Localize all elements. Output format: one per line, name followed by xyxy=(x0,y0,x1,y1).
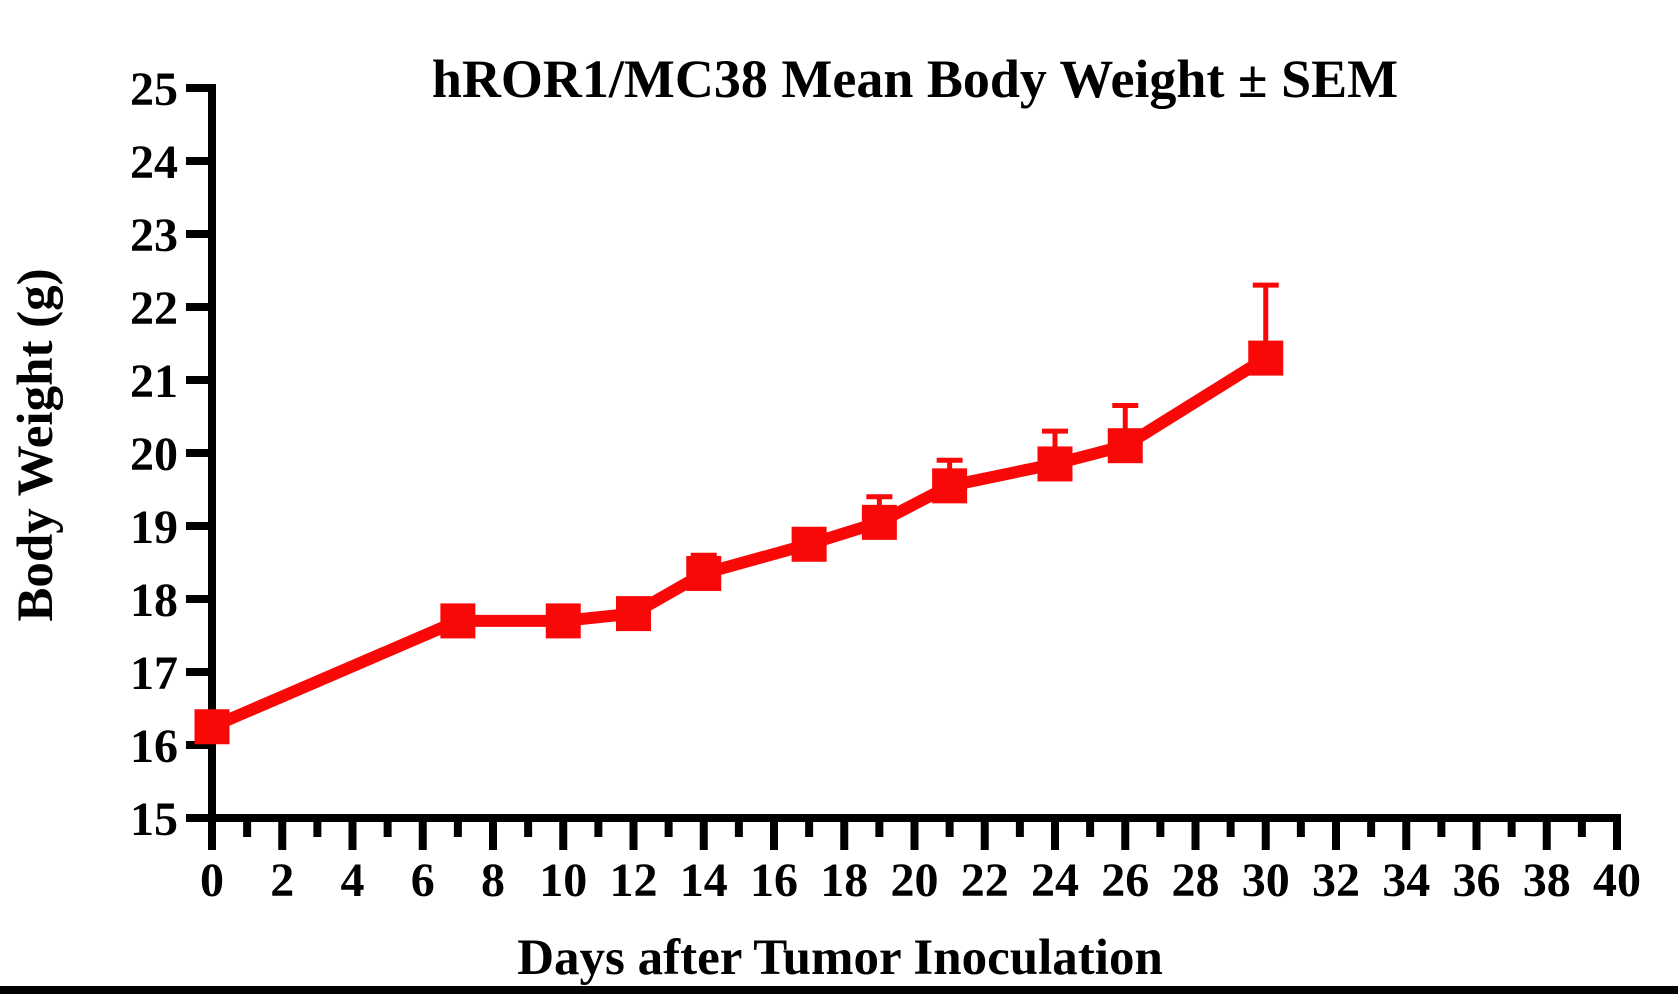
x-tick-label: 30 xyxy=(1242,854,1290,907)
data-point-marker xyxy=(616,596,651,632)
data-point-marker xyxy=(1248,340,1284,376)
y-tick-label: 23 xyxy=(130,209,178,262)
series-layer xyxy=(194,282,1284,745)
y-tick-label: 17 xyxy=(130,647,178,700)
data-point-marker xyxy=(545,603,581,639)
x-axis-title: Days after Tumor Inoculation xyxy=(517,930,1163,986)
bottom-bar xyxy=(0,986,1678,994)
x-tick-label: 0 xyxy=(200,854,224,907)
x-tick-label: 10 xyxy=(539,854,587,907)
x-tick-label: 20 xyxy=(891,854,939,907)
y-tick-label: 25 xyxy=(130,63,178,116)
data-point-marker xyxy=(932,468,968,504)
x-tick-label: 24 xyxy=(1031,854,1079,907)
data-point-marker xyxy=(861,504,897,540)
x-tick-label: 26 xyxy=(1101,854,1149,907)
x-tick-label: 4 xyxy=(341,854,365,907)
x-tick-label: 16 xyxy=(750,854,798,907)
x-tick-label: 34 xyxy=(1382,854,1430,907)
y-tick-label: 24 xyxy=(130,136,178,189)
x-tick-label: 36 xyxy=(1453,854,1501,907)
x-tick-label: 14 xyxy=(680,854,728,907)
y-tick-label: 15 xyxy=(130,793,178,846)
y-tick-label: 20 xyxy=(130,428,178,481)
x-tick-label: 6 xyxy=(411,854,435,907)
x-tick-label: 12 xyxy=(610,854,658,907)
chart-title: hROR1/MC38 Mean Body Weight ± SEM xyxy=(432,49,1398,109)
data-point-marker xyxy=(194,709,230,745)
data-point-marker xyxy=(1037,446,1073,482)
data-point-marker xyxy=(1107,428,1143,464)
x-tick-label: 22 xyxy=(961,854,1009,907)
y-tick-label: 22 xyxy=(130,282,178,335)
y-tick-label: 19 xyxy=(130,501,178,554)
x-tick-label: 18 xyxy=(820,854,868,907)
y-axis-title: Body Weight (g) xyxy=(8,268,64,621)
x-tick-label: 40 xyxy=(1593,854,1641,907)
x-tick-label: 38 xyxy=(1523,854,1571,907)
x-tick-label: 8 xyxy=(481,854,505,907)
y-tick-label: 16 xyxy=(130,720,178,773)
data-point-marker xyxy=(686,555,722,591)
x-tick-label: 28 xyxy=(1172,854,1220,907)
x-tick-label: 32 xyxy=(1312,854,1360,907)
y-tick-label: 21 xyxy=(130,355,178,408)
data-point-marker xyxy=(440,603,476,639)
y-tick-label: 18 xyxy=(130,574,178,627)
series-line xyxy=(209,353,1269,733)
data-point-marker xyxy=(791,526,827,562)
x-tick-label: 2 xyxy=(270,854,294,907)
